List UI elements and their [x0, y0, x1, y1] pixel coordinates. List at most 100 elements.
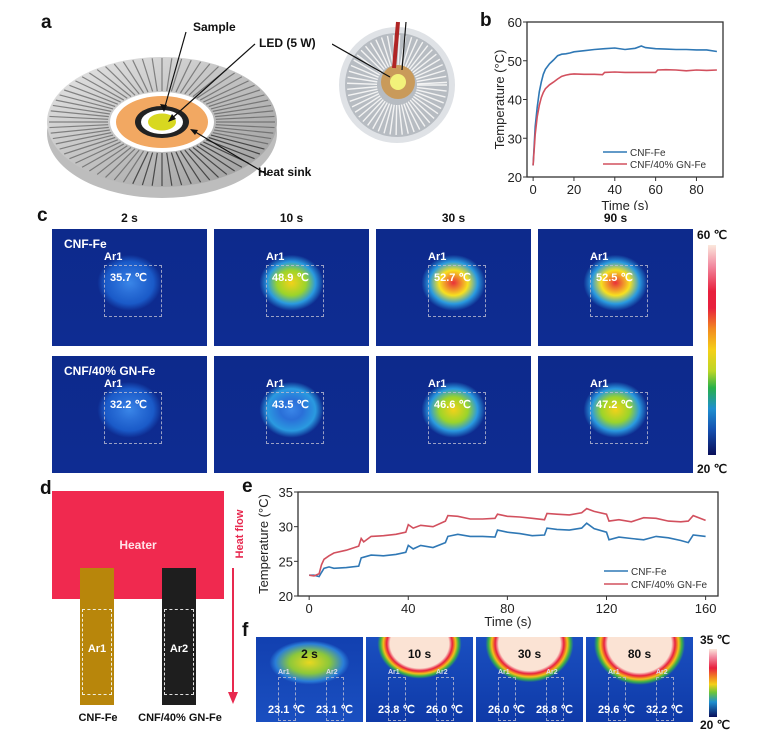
heat-sink-fin [151, 58, 158, 92]
annotation-heat-sink: Heat sink [258, 165, 312, 179]
legend-label: CNF/40% GN-Fe [630, 160, 707, 171]
heat-sink-fin [184, 63, 211, 95]
frame-time-label: 2 s [301, 647, 318, 661]
photo-fin [408, 45, 429, 70]
photo-fin [397, 35, 401, 66]
heat-sink-fin [81, 143, 125, 168]
heat-sink-fin [215, 124, 275, 129]
photo-fin [406, 41, 424, 69]
panel-label-c: c [37, 205, 48, 226]
column-title-30s: 30 s [441, 211, 466, 225]
panel-label-a: a [41, 12, 52, 33]
heat-sink-fin [212, 132, 269, 145]
photo-fin [395, 104, 398, 136]
y-tick-label: 25 [279, 554, 293, 569]
x-axis-label: Time (s) [484, 614, 531, 629]
roi-label: Ar1 [428, 378, 447, 390]
roi-label: Ar2 [436, 669, 448, 676]
roi-label: Ar1 [608, 669, 620, 676]
heat-sink-fin [75, 141, 121, 164]
roi-temperature-ar2: 28.8 ℃ [536, 704, 573, 716]
photo-fin [358, 97, 383, 118]
heater-label: Heater [119, 538, 157, 552]
x-tick-label: 120 [596, 601, 618, 616]
colorbar-f [709, 649, 717, 717]
panel-label-f: f [242, 620, 249, 641]
column-title-2s: 2 s [121, 211, 138, 225]
heat-flow-label: Heat flow [234, 509, 246, 559]
photo-fin [415, 69, 446, 80]
heat-sink-fin [175, 151, 192, 185]
colorbar-max-label: 60 ℃ [697, 228, 728, 242]
heat-sink-fin [89, 72, 128, 99]
y-tick-label: 50 [508, 54, 522, 69]
photo-fin [375, 39, 390, 68]
roi-temperature-ar2: 26.0 ℃ [426, 704, 463, 716]
colorbar-f-min-label: 20 ℃ [700, 718, 731, 732]
roi-temperature-ar1: 23.1 ℃ [268, 704, 305, 716]
y-axis-label: Temperature (°C) [256, 494, 271, 594]
roi-label: Ar1 [428, 251, 447, 263]
chart-e: 0 40 80 120 160 20 25 30 35 Time (s) Temperature (… [256, 485, 719, 629]
roi-box [104, 392, 162, 444]
heat-sink-fin [105, 66, 136, 96]
row-title: CNF/40% GN-Fe [64, 364, 156, 378]
x-tick-label: 80 [689, 182, 703, 197]
photo-fin [414, 64, 443, 78]
photo-fin [416, 89, 446, 98]
photo-fin [348, 70, 378, 81]
roi-label: Ar1 [278, 669, 290, 676]
photo-fin [411, 97, 435, 119]
thermal-frame: 10 s Ar1 23.8 ℃ Ar2 26.0 ℃ [366, 637, 473, 722]
roi-temperature: 43.5 ℃ [272, 399, 309, 411]
heat-sink-fin [196, 145, 235, 172]
roi-temperature: 32.2 ℃ [110, 399, 147, 411]
photo-fin [416, 75, 447, 83]
colorbar-min-label: 20 ℃ [697, 462, 728, 476]
annotation-led: LED (5 W) [259, 36, 316, 50]
series-line-1 [532, 68, 717, 166]
legend-label: CNF-Fe [631, 567, 667, 578]
heat-sink-fin [75, 80, 121, 103]
roi-box [266, 392, 324, 444]
roi-box [498, 677, 516, 721]
roi-box-ar1 [82, 609, 112, 695]
roi-box [656, 677, 674, 721]
heat-sink-fin [141, 58, 154, 92]
thermal-image: Ar1 48.9 ℃ [214, 229, 369, 346]
photo-fin [380, 37, 392, 67]
photo-fin [350, 64, 379, 78]
x-tick-label: 0 [306, 601, 313, 616]
heat-sink-fin [215, 115, 275, 120]
photo-fin [351, 93, 380, 108]
roi-label: Ar2 [546, 669, 558, 676]
y-tick-label: 30 [508, 131, 522, 146]
roi-label-ar1: Ar1 [87, 643, 107, 655]
thermal-frame: 80 s Ar1 29.6 ℃ Ar2 32.2 ℃ [586, 637, 693, 722]
thermal-image: CNF/40% GN-Fe Ar1 32.2 ℃ [52, 356, 207, 473]
series-line-0 [309, 522, 706, 578]
thermal-frame: 2 s Ar1 23.1 ℃ Ar2 23.1 ℃ [256, 637, 363, 722]
heat-sink-fin [170, 58, 183, 92]
photo-fin [349, 90, 379, 102]
row-title: CNF-Fe [64, 237, 107, 251]
photo-fin [416, 86, 447, 92]
roi-label: Ar1 [266, 378, 285, 390]
photo-fin [402, 36, 413, 67]
roi-box [266, 265, 324, 317]
heat-sink-diagram [47, 31, 277, 198]
heat-sink-fin [192, 146, 228, 175]
sample-name-cnf-gn-fe: CNF/40% GN-Fe [138, 712, 222, 724]
roi-temperature: 52.5 ℃ [596, 272, 633, 284]
thermal-image: CNF-Fe Ar1 35.7 ℃ [52, 229, 207, 346]
photo-fin [389, 104, 395, 135]
thermal-frame: 30 s Ar1 26.0 ℃ Ar2 28.8 ℃ [476, 637, 583, 722]
heat-sink-fin [55, 99, 112, 112]
x-tick-label: 0 [530, 182, 537, 197]
led-chip [148, 113, 176, 131]
roi-temperature-ar2: 32.2 ℃ [646, 704, 683, 716]
thermal-image: Ar1 46.6 ℃ [376, 356, 531, 473]
roi-temperature-ar1: 29.6 ℃ [598, 704, 635, 716]
roi-temperature-ar1: 23.8 ℃ [378, 704, 415, 716]
y-tick-label: 30 [279, 520, 293, 535]
